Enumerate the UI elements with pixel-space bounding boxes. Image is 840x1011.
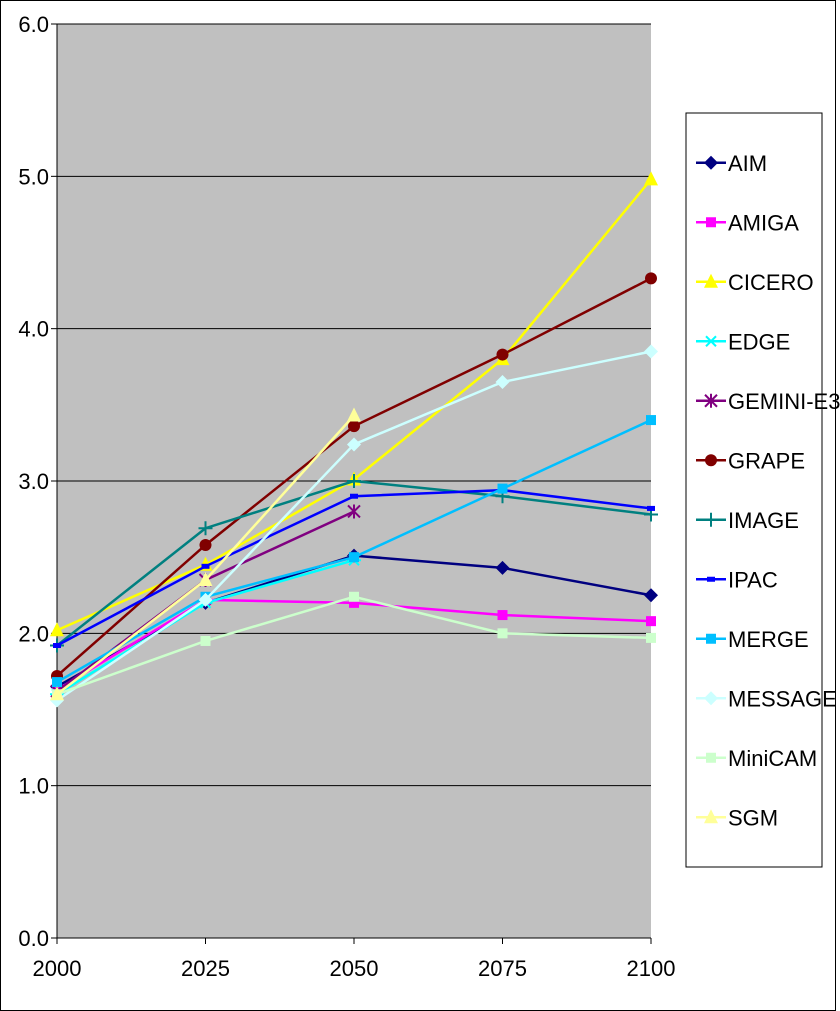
data-point-sgm xyxy=(198,572,213,587)
data-point-gemini-e3 xyxy=(347,504,361,519)
y-tick-label: 6.0 xyxy=(18,12,49,37)
series-sgm xyxy=(50,407,361,701)
legend-entry-image: IMAGE xyxy=(696,508,799,533)
data-point-merge xyxy=(52,677,62,688)
legend-marker xyxy=(704,155,718,170)
y-tick-label: 4.0 xyxy=(18,317,49,342)
legend-marker xyxy=(706,633,716,644)
legend-box xyxy=(685,112,823,868)
data-point-ipac xyxy=(647,505,655,511)
legend-marker xyxy=(704,809,718,824)
legend-entry-gemini-e3: GEMINI-E3 xyxy=(696,389,840,414)
series-message xyxy=(50,344,658,708)
data-point-cicero xyxy=(50,622,64,637)
data-point-sgm xyxy=(347,407,361,422)
data-point-image xyxy=(198,521,213,536)
data-point-grape xyxy=(348,420,360,433)
legend-marker xyxy=(704,691,718,706)
series-grape xyxy=(51,272,657,682)
data-point-ipac xyxy=(53,643,61,649)
data-point-message xyxy=(644,344,658,359)
legend-entry-cicero: CICERO xyxy=(696,270,814,295)
legend-entry-ipac: IPAC xyxy=(696,567,778,592)
y-tick-label: 1.0 xyxy=(18,774,49,799)
data-point-cicero xyxy=(644,171,658,186)
legend-label: GRAPE xyxy=(728,448,805,473)
legend-entry-amiga: AMIGA xyxy=(696,210,799,235)
legend-label: GEMINI-E3 xyxy=(728,389,840,414)
legend-marker xyxy=(706,752,716,763)
legend-marker xyxy=(704,335,718,347)
legend-label: IPAC xyxy=(728,567,778,592)
legend-label: IMAGE xyxy=(728,508,799,533)
data-point-merge xyxy=(646,415,656,426)
legend-label: EDGE xyxy=(728,329,790,354)
legend-marker xyxy=(704,393,718,408)
legend-label: MERGE xyxy=(728,627,809,652)
x-tick-label: 2000 xyxy=(33,956,82,981)
x-tick-label: 2025 xyxy=(181,956,230,981)
legend-entry-minicam: MiniCAM xyxy=(696,746,817,771)
legend-entry-message: MESSAGE xyxy=(696,686,837,711)
legend-marker xyxy=(704,512,718,527)
legend-entry-grape: GRAPE xyxy=(696,448,805,473)
legend-marker xyxy=(706,217,716,228)
plot-area: 0.0 1.0 2.0 3.0 4.0 5.0 6.0 2000 2025 2050 2075 210… xyxy=(18,12,675,981)
legend-label: MESSAGE xyxy=(728,686,837,711)
legend: AIM AMIGA CICERO EDGE GEMINI-E3 GRAPE IMAGE IPA… xyxy=(685,112,840,868)
x-tick-label: 2050 xyxy=(330,956,379,981)
data-point-minicam xyxy=(497,628,508,639)
data-point-sgm xyxy=(50,686,64,701)
data-point-message xyxy=(347,437,361,452)
data-point-grape xyxy=(496,348,509,361)
legend-entry-merge: MERGE xyxy=(696,627,809,652)
data-point-merge xyxy=(497,483,508,494)
legend-label: AIM xyxy=(728,151,767,176)
legend-entry-aim: AIM xyxy=(696,151,767,176)
series-image xyxy=(50,474,658,653)
data-point-minicam xyxy=(349,591,359,602)
data-point-message xyxy=(198,592,213,607)
legend-label: AMIGA xyxy=(728,210,799,235)
data-point-grape xyxy=(199,538,212,551)
y-tick-label: 3.0 xyxy=(18,469,49,494)
legend-label: SGM xyxy=(728,805,778,830)
legend-label: MiniCAM xyxy=(728,746,817,771)
data-point-grape xyxy=(645,272,657,285)
data-point-amiga xyxy=(349,597,359,608)
legend-marker xyxy=(704,273,718,288)
data-point-ipac xyxy=(201,563,210,569)
data-point-amiga xyxy=(497,610,508,621)
x-tick-label: 2100 xyxy=(627,956,676,981)
data-point-merge xyxy=(349,552,359,563)
data-point-amiga xyxy=(646,616,656,627)
legend-marker xyxy=(707,576,715,582)
y-tick-label: 5.0 xyxy=(18,164,49,189)
data-point-message xyxy=(495,374,510,389)
legend-entry-edge: EDGE xyxy=(696,329,790,354)
x-tick-label: 2075 xyxy=(478,956,527,981)
data-point-minicam xyxy=(200,635,211,646)
legend-entry-sgm: SGM xyxy=(696,805,778,830)
y-tick-label: 2.0 xyxy=(18,621,49,646)
data-point-image xyxy=(347,474,361,488)
data-point-ipac xyxy=(350,493,358,499)
data-point-aim xyxy=(644,588,658,603)
y-tick-label: 0.0 xyxy=(18,926,49,951)
legend-label: CICERO xyxy=(728,270,814,295)
data-point-aim xyxy=(495,560,510,575)
data-point-minicam xyxy=(646,632,656,643)
legend-marker xyxy=(705,454,717,467)
